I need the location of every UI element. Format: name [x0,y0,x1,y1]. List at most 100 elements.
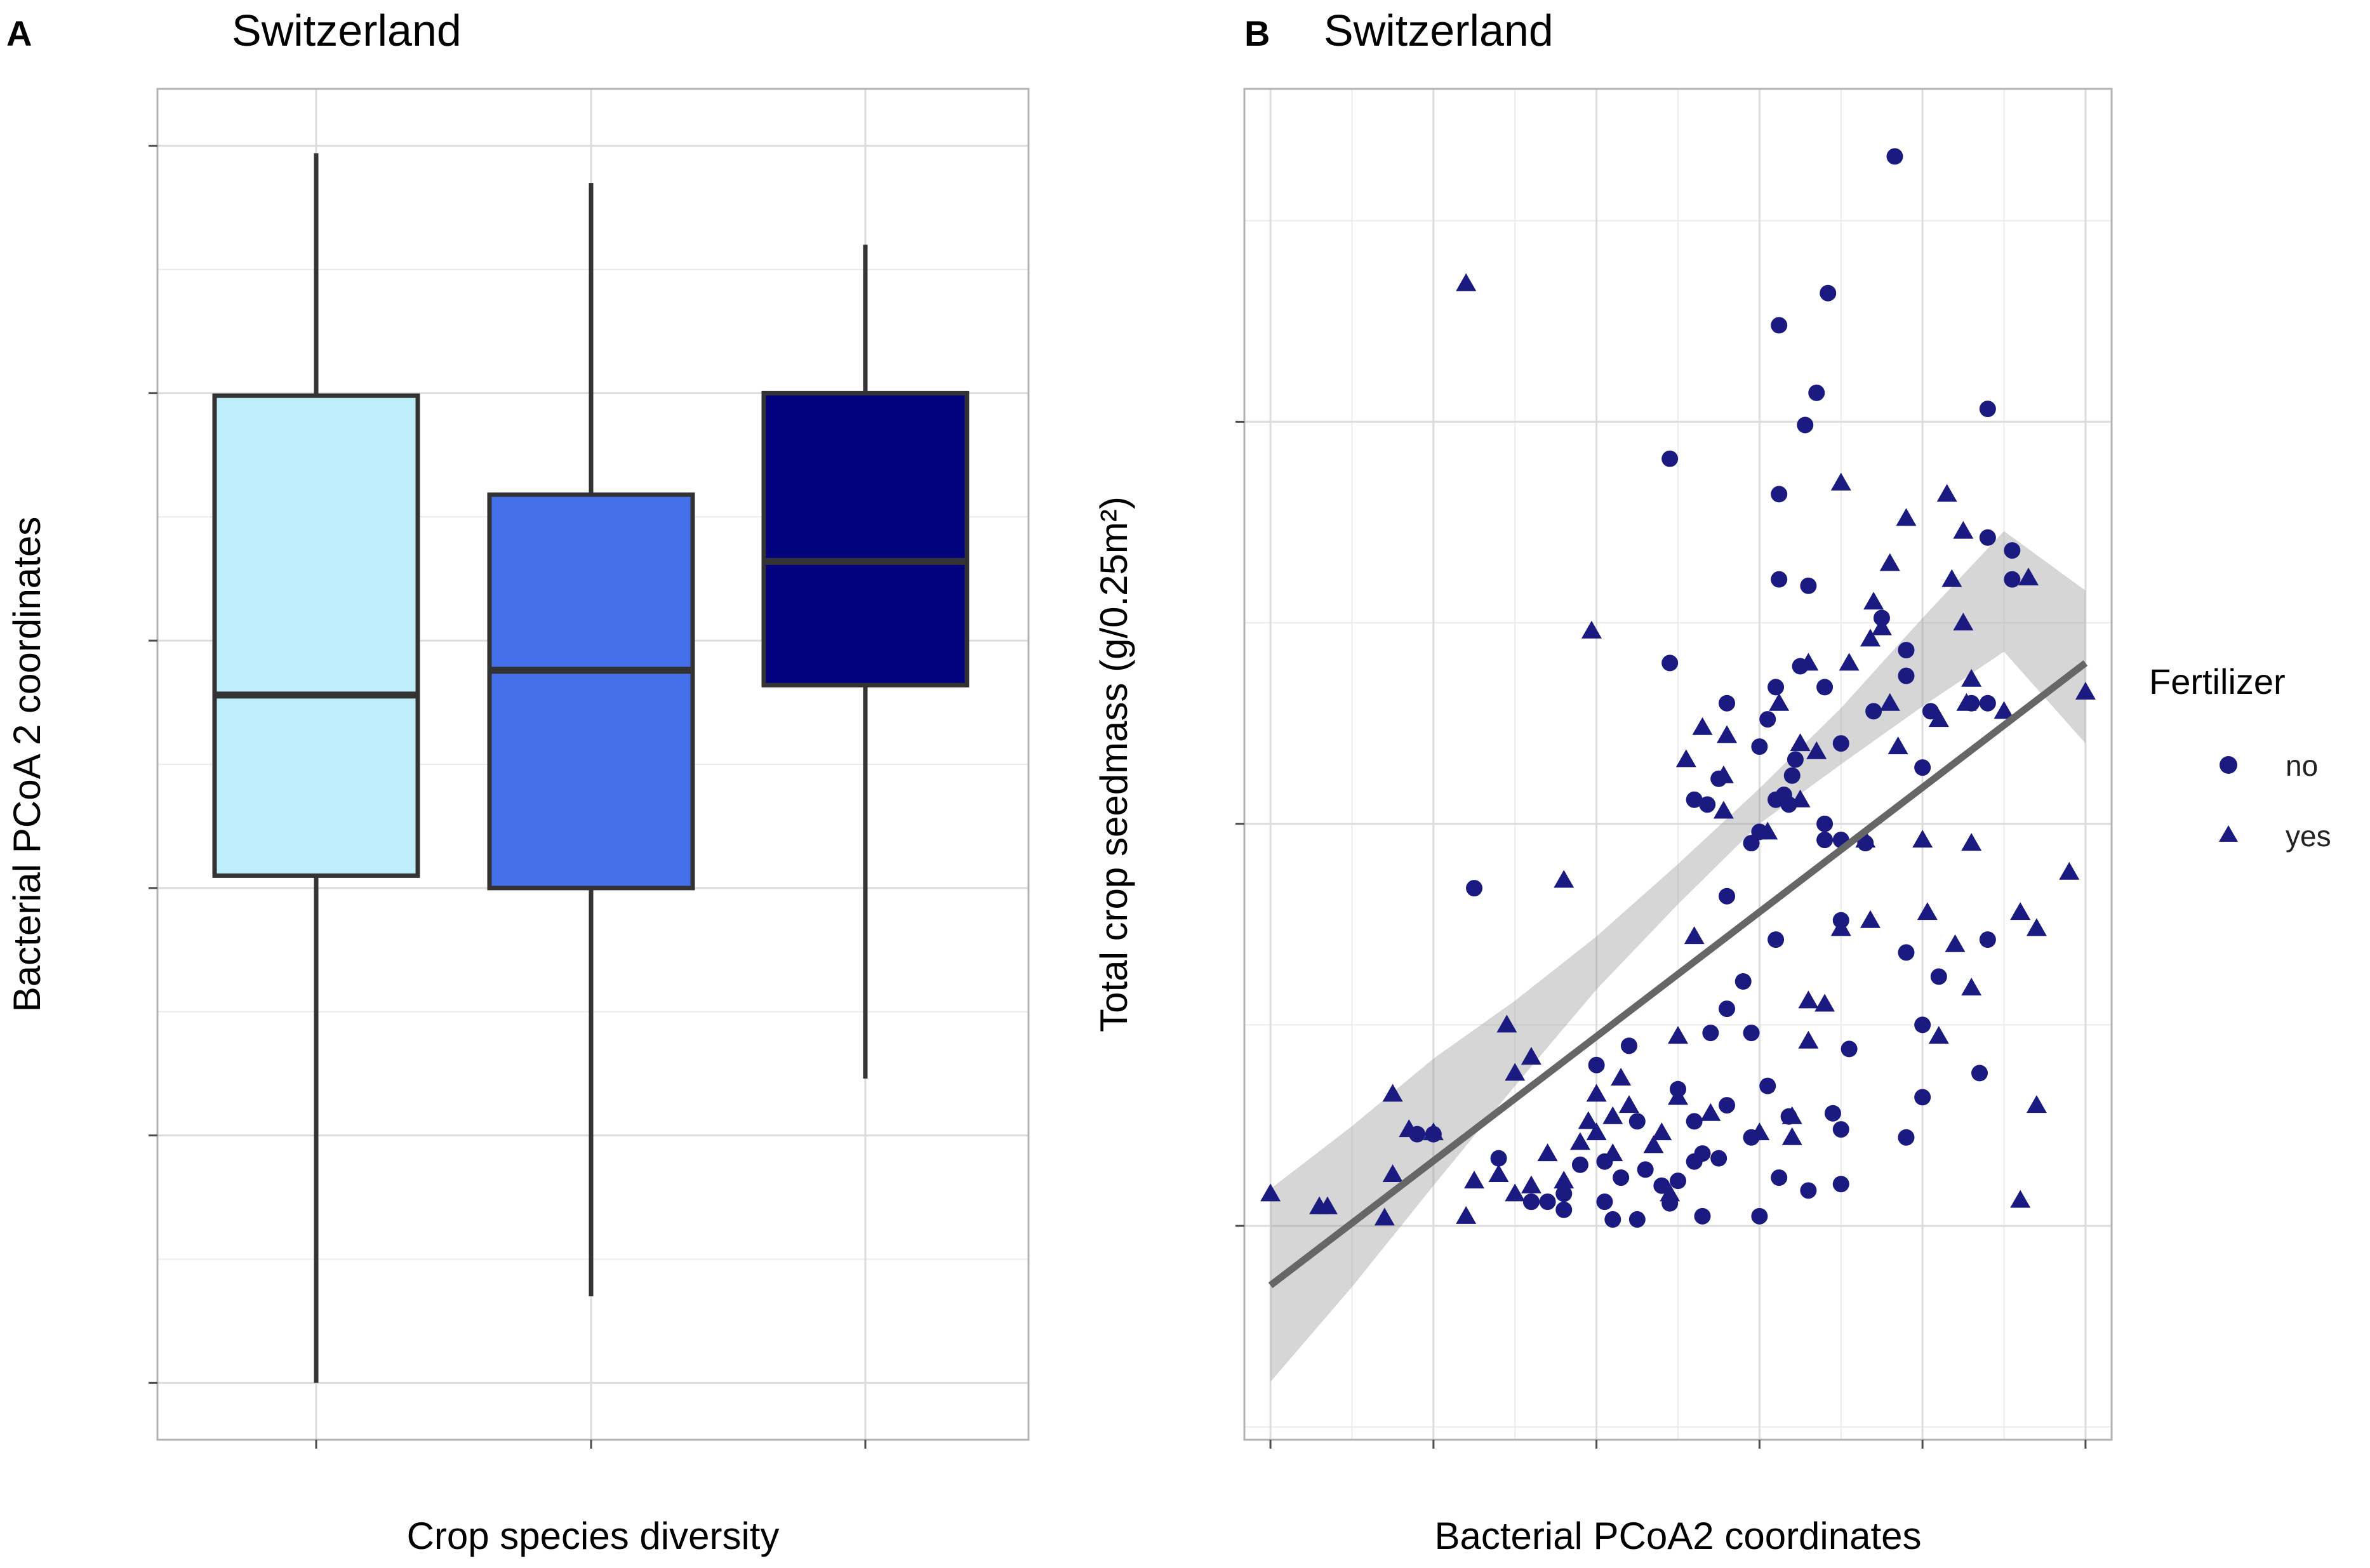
data-point-yes [1717,725,1738,743]
data-point-yes [1798,1030,1819,1049]
data-point-no [1661,450,1679,467]
data-point-yes [1994,701,2014,719]
data-point-yes [1912,830,1933,848]
legend-label-no: no [2286,749,2318,782]
data-point-yes [1713,801,1734,819]
data-point-yes [1781,1106,1802,1124]
regression-line [1268,660,2088,1289]
data-point-yes [1941,569,1962,587]
data-point-yes [1928,709,1949,728]
data-point-no [1979,931,1996,948]
data-point-no [1719,1000,1736,1018]
data-point-no [1816,815,1834,832]
data-point-no [1886,148,1903,165]
data-point-yes [1668,1026,1688,1044]
data-point-no [1743,1025,1760,1042]
data-point-yes [1830,472,1851,491]
data-point-no [1759,711,1776,728]
data-point-yes [1456,1206,1477,1224]
data-point-yes [1700,1103,1721,1121]
data-point-yes [1586,1084,1607,1102]
panel-b-regression [1268,660,2088,1289]
data-point-yes [1860,628,1881,647]
panel-b-points [1260,148,2096,1228]
data-point-yes [1830,918,1851,936]
box-category-2 [487,183,695,1296]
data-point-no [1922,703,1939,720]
data-point-yes [1260,1183,1281,1202]
data-point-no [1971,1065,1988,1082]
data-point-no [1787,751,1804,768]
box-category-1 [212,153,420,1383]
panel-a-title: Switzerland [232,6,462,55]
data-point-yes [1554,870,1574,888]
data-point-yes [1839,653,1860,671]
data-point-yes [2026,918,2047,936]
data-point-yes [1602,1106,1623,1124]
data-point-yes [1961,833,1982,851]
legend-title: Fertilizer [2149,661,2286,701]
data-point-no [1719,1097,1736,1114]
data-point-no [1555,1185,1573,1202]
data-point-no [2004,571,2021,588]
data-point-yes [2018,568,2039,586]
data-point-yes [1611,1068,1632,1086]
data-point-no [1670,1173,1686,1190]
data-point-no [1930,968,1947,985]
data-point-yes [1675,749,1696,767]
data-point-yes [2059,861,2080,880]
data-point-yes [1456,273,1477,291]
data-point-yes [1860,910,1881,928]
data-point-no [1686,1153,1703,1170]
data-point-no [1771,1169,1788,1186]
data-point-yes [1790,733,1811,752]
data-point-yes [1399,1119,1420,1138]
data-point-no [1771,486,1788,503]
data-point-yes [1945,934,1966,952]
data-point-no [1686,791,1703,808]
data-point-no [1466,880,1483,897]
data-point-no [1719,694,1736,712]
data-point-yes [1578,1111,1599,1129]
data-point-no [1694,1207,1711,1225]
data-point-yes [1382,1084,1403,1102]
panel-a-frame [156,88,1030,1441]
data-point-no [1914,759,1931,776]
panel-a-boxes [212,153,969,1383]
data-point-no [1743,835,1760,852]
panel-b-xlabel: Bacterial PCoA2 coordinates [1434,1515,1921,1557]
data-point-no [1780,796,1797,813]
data-point-no [1898,1129,1915,1146]
data-point-no [1596,1193,1613,1211]
data-point-yes [1781,1127,1802,1145]
data-point-yes [1961,668,1982,687]
data-point-yes [1928,1026,1949,1044]
data-point-no [1816,679,1834,696]
legend-circle-marker [2220,756,2237,774]
data-point-no [1699,796,1716,813]
data-point-yes [1586,1122,1607,1141]
data-point-no [1571,1156,1588,1173]
data-point-no [1555,1201,1573,1218]
data-point-yes [1423,1122,1444,1141]
data-point-no [1751,738,1768,755]
data-point-yes [1602,1143,1623,1162]
data-point-no [1979,529,1996,546]
data-point-no [1865,703,1882,720]
box-iqr [487,492,695,891]
data-point-yes [1790,789,1811,807]
data-point-no [1797,416,1814,434]
panel-b-ticks [1235,420,2087,1449]
data-point-yes [1464,1171,1485,1189]
series-yes [1260,273,2096,1226]
data-point-no [1628,1113,1646,1130]
data-point-no [1800,577,1817,594]
data-point-yes [1814,993,1835,1012]
data-point-yes [1713,765,1734,783]
legend-triangle-marker [2219,825,2238,842]
data-point-yes [1537,1143,1558,1162]
data-point-no [1898,667,1915,684]
data-point-no [1686,1113,1703,1130]
data-point-no [1820,284,1837,302]
